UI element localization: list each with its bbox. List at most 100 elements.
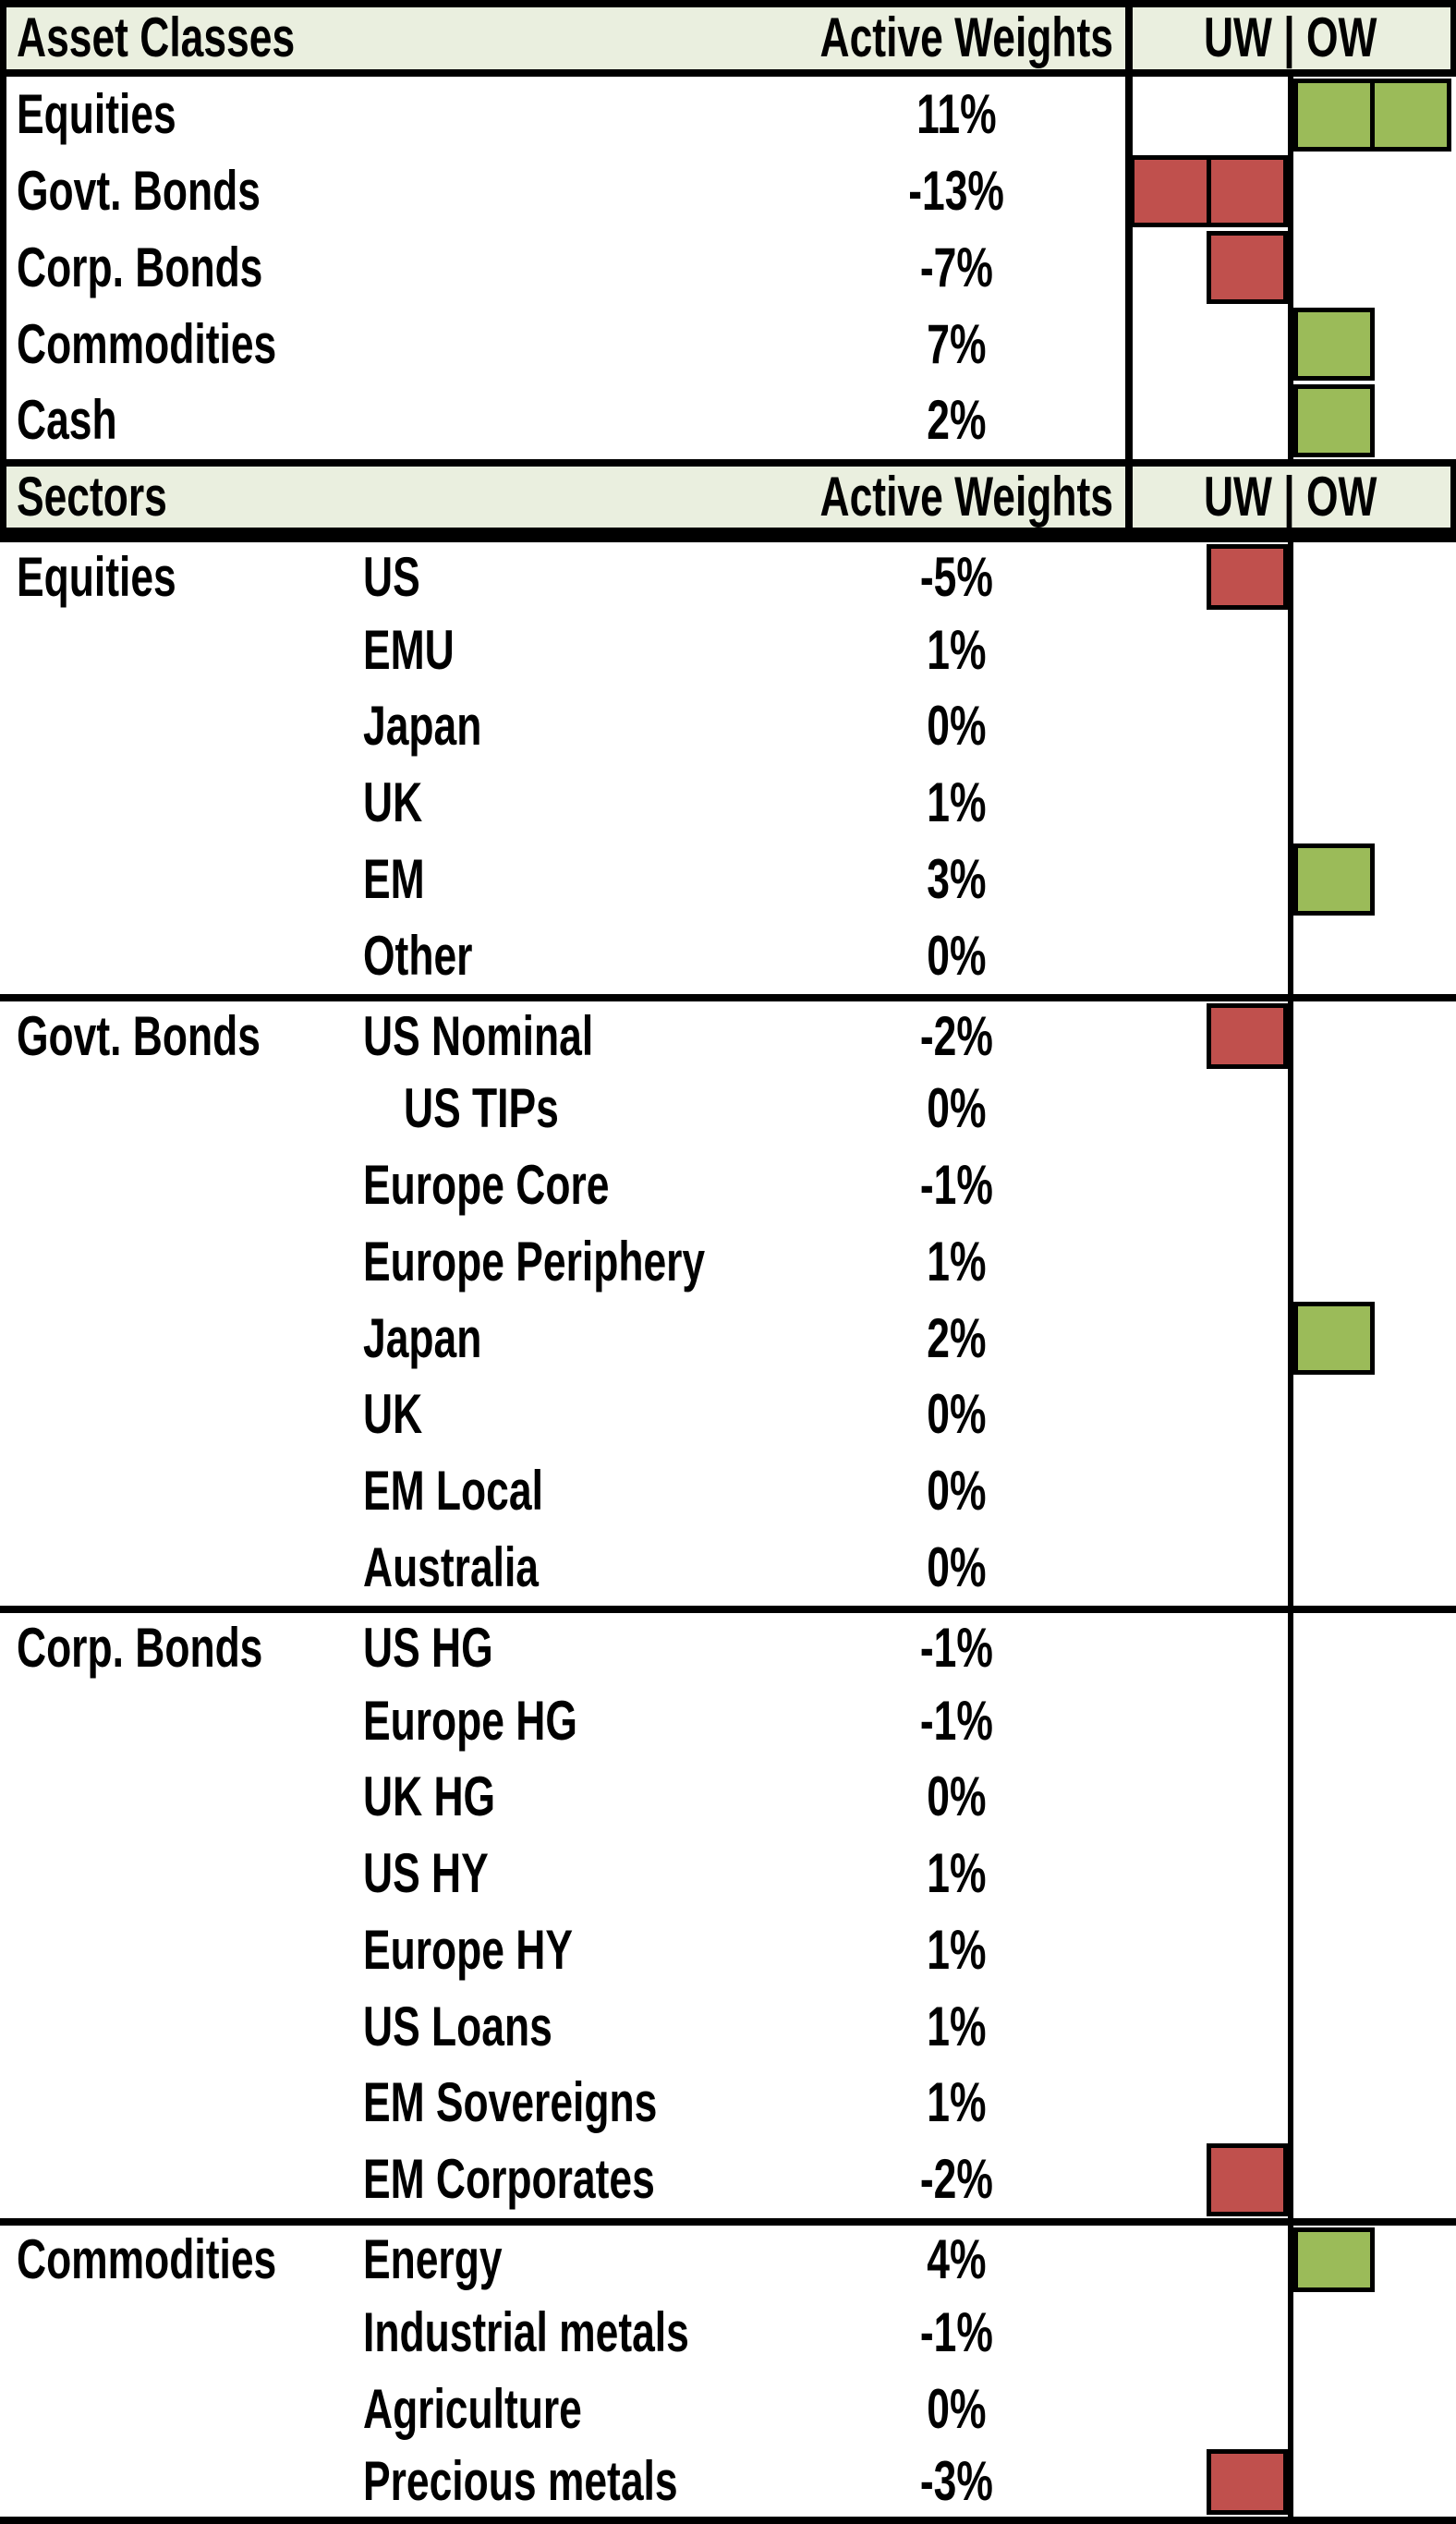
- sector-row: Europe Core -1%: [0, 1147, 1456, 1224]
- sector-row: Europe HY 1%: [0, 1911, 1456, 1989]
- uw-ow-center-line: [1288, 1758, 1293, 1836]
- active-weight-value-cell: 3%: [795, 842, 1118, 918]
- uw-ow-center-line: [1288, 1223, 1293, 1301]
- table-left-border-line: [0, 7, 6, 69]
- active-weight-bar-uw: [1207, 1003, 1288, 1069]
- asset-class-row: Equities 11%: [0, 76, 1456, 153]
- sector-row: UK 1%: [0, 764, 1456, 842]
- active-weight-value: 0%: [926, 1077, 987, 1140]
- sector-label-cell: Europe Periphery: [363, 1224, 825, 1301]
- bar-unit: [1207, 544, 1288, 611]
- active-weight-value: 1%: [926, 1230, 987, 1292]
- sector-label-cell: EM: [363, 842, 446, 918]
- asset-class-label-cell: Corp. Bonds: [17, 229, 349, 306]
- sector-row: US TIPs 0%: [0, 1070, 1456, 1147]
- sector-row: EMU 1%: [0, 612, 1456, 689]
- active-weight-bar-uw: [1207, 2142, 1288, 2216]
- sector-label-cell: US Loans: [363, 1988, 619, 2065]
- uw-ow-center-line: [1288, 1529, 1293, 1607]
- active-weights-header-label: Active Weights: [819, 6, 1113, 69]
- sector-label: US Nominal: [363, 1004, 594, 1067]
- sector-label-cell: Australia: [363, 1530, 601, 1607]
- active-weight-value-cell: 1%: [795, 1224, 1118, 1301]
- active-weight-value: -2%: [919, 1004, 993, 1067]
- uwow-column-divider-line: [1125, 152, 1133, 230]
- asset-class-label-cell: Equities: [17, 77, 232, 153]
- sector-label-cell: Energy: [363, 2226, 551, 2295]
- sector-label-cell: US: [363, 542, 440, 612]
- sector-label: Other: [363, 924, 473, 987]
- sector-row: Europe HG -1%: [0, 1682, 1456, 1759]
- active-weight-value: -1%: [919, 1616, 993, 1679]
- sector-row: Industrial metals -1%: [0, 2294, 1456, 2372]
- sector-row: EM Corporates -2%: [0, 2141, 1456, 2218]
- active-weight-value-cell: -7%: [795, 229, 1118, 306]
- active-weight-bar-ow: [1293, 308, 1375, 381]
- active-weight-value-cell: 1%: [795, 1988, 1118, 2065]
- bar-unit: [1293, 843, 1375, 916]
- active-weight-value-cell: -2%: [795, 1001, 1118, 1071]
- active-weight-value-cell: 2%: [795, 382, 1118, 459]
- sector-label: US HG: [363, 1616, 493, 1679]
- active-weight-value-cell: 1%: [795, 1836, 1118, 1912]
- sector-row: US Loans 1%: [0, 1988, 1456, 2066]
- uw-ow-center-line: [1288, 2065, 1293, 2142]
- uw-ow-center-line: [1288, 1835, 1293, 1912]
- sector-label-cell: EM Corporates: [363, 2142, 758, 2218]
- uw-ow-center-line: [1288, 1300, 1293, 1377]
- sector-label-cell: Japan: [363, 1300, 523, 1377]
- bar-unit: [1293, 78, 1375, 152]
- active-weight-value: 0%: [926, 1383, 987, 1446]
- active-weight-value: 0%: [926, 1766, 987, 1828]
- sector-label: Energy: [363, 2228, 503, 2291]
- uw-ow-header-cell: UW | OW: [1125, 7, 1456, 69]
- asset-class-label: Corp. Bonds: [17, 236, 263, 298]
- bar-unit: [1207, 1003, 1288, 1069]
- active-weight-value-cell: 4%: [795, 2226, 1118, 2295]
- sector-label: Europe Core: [363, 1154, 610, 1217]
- active-weight-value-cell: 7%: [795, 306, 1118, 382]
- sector-label: US Loans: [363, 1995, 552, 2057]
- uw-ow-center-line: [1288, 2371, 1293, 2447]
- active-weight-value: 11%: [916, 83, 997, 146]
- asset-classes-header-label: Asset Classes: [17, 6, 296, 69]
- sector-label-cell: Industrial metals: [363, 2294, 804, 2371]
- sector-row: EM Sovereigns 1%: [0, 2065, 1456, 2142]
- uw-ow-center-line: [1288, 1001, 1293, 1071]
- sector-label-cell: US HY: [363, 1836, 532, 1912]
- uw-ow-center-line: [1288, 2141, 1293, 2218]
- sector-label-cell: Europe Core: [363, 1147, 696, 1224]
- asset-class-row: Govt. Bonds -13%: [0, 152, 1456, 230]
- uw-ow-center-line: [1288, 1452, 1293, 1530]
- active-weight-value-cell: -2%: [795, 2142, 1118, 2218]
- uw-ow-center-line: [1288, 841, 1293, 918]
- sector-label: Europe Periphery: [363, 1230, 706, 1292]
- uw-ow-center-line: [1288, 382, 1293, 459]
- sectors-header-row: Sectors Active Weights UW | OW: [0, 458, 1456, 536]
- sector-row: Europe Periphery 1%: [0, 1223, 1456, 1301]
- sector-row: US HY 1%: [0, 1835, 1456, 1912]
- asset-class-row: Commodities 7%: [0, 306, 1456, 382]
- sector-label-cell: US TIPs: [404, 1071, 613, 1147]
- active-weight-value: 4%: [926, 2228, 987, 2291]
- active-weight-value-cell: 0%: [795, 1759, 1118, 1836]
- active-weight-value: -1%: [919, 2300, 993, 2363]
- bar-unit: [1207, 154, 1288, 228]
- sector-row: Australia 0%: [0, 1529, 1456, 1607]
- active-weight-value: -13%: [908, 159, 1004, 222]
- uw-ow-center-line: [1288, 612, 1293, 689]
- sector-label: UK: [363, 771, 423, 834]
- sector-group-label-cell: Equities: [17, 542, 232, 612]
- uw-ow-center-line: [1288, 229, 1293, 307]
- sector-group-label: Govt. Bonds: [17, 1004, 261, 1067]
- sector-label-cell: EM Local: [363, 1453, 606, 1530]
- active-weight-value-cell: 0%: [795, 1453, 1118, 1530]
- uw-ow-center-line: [1288, 306, 1293, 382]
- active-weights-header-cell: Active Weights: [717, 467, 1113, 528]
- asset-class-label: Equities: [17, 83, 176, 146]
- sector-row: Other 0%: [0, 917, 1456, 995]
- sector-label-cell: US Nominal: [363, 1001, 674, 1071]
- active-weight-bar-ow: [1293, 1302, 1375, 1376]
- uw-ow-center-line: [1288, 1613, 1293, 1683]
